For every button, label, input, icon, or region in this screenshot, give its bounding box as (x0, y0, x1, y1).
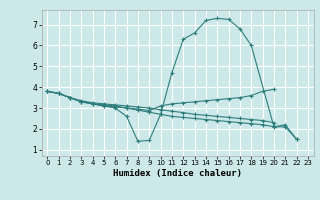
X-axis label: Humidex (Indice chaleur): Humidex (Indice chaleur) (113, 169, 242, 178)
